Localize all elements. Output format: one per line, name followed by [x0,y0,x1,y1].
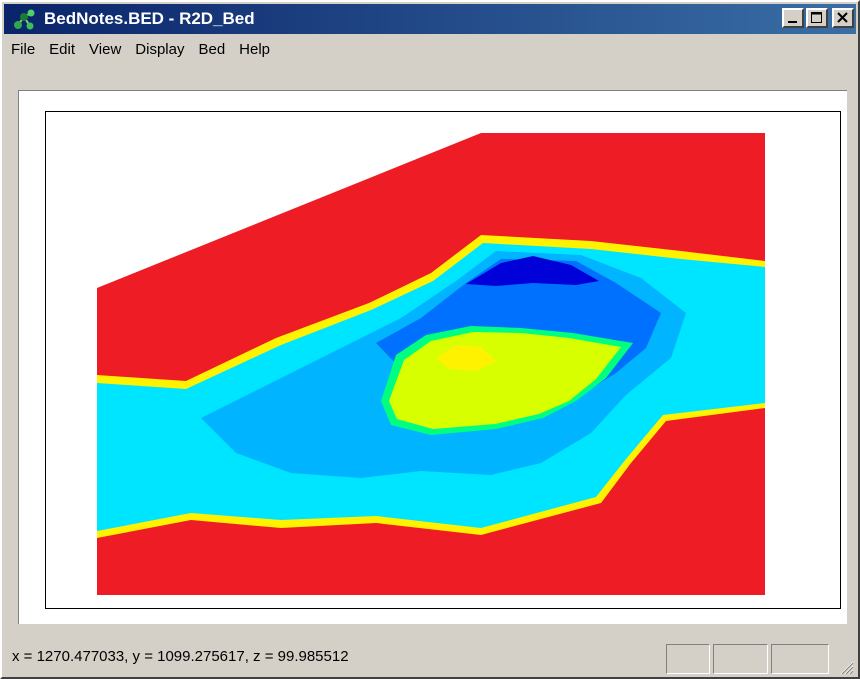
resize-grip-icon[interactable] [838,659,854,675]
minimize-icon [788,21,797,23]
menu-file[interactable]: File [11,40,36,58]
plot-frame [45,111,841,609]
window-title: BedNotes.BED - R2D_Bed [44,9,255,28]
plot-area[interactable] [18,90,847,624]
menu-help[interactable]: Help [239,40,271,58]
close-icon [837,12,848,23]
app-molecule-icon [14,9,35,30]
maximize-icon [811,12,822,23]
title-bar[interactable]: BedNotes.BED - R2D_Bed [4,4,856,34]
status-panel-1 [666,644,710,674]
close-button[interactable] [832,8,854,28]
contour-yellow-peak [436,345,496,371]
minimize-button[interactable] [782,8,804,28]
status-panel-2 [713,644,768,674]
status-panel-3 [771,644,829,674]
menu-bed[interactable]: Bed [198,40,226,58]
menu-edit[interactable]: Edit [49,40,76,58]
status-bar: x = 1270.477033, y = 1099.275617, z = 99… [4,634,856,677]
maximize-button[interactable] [806,8,828,28]
contour-dark-blue-region [466,256,599,286]
menu-view[interactable]: View [89,40,122,58]
cursor-coordinates: x = 1270.477033, y = 1099.275617, z = 99… [12,648,349,665]
bed-contour-plot[interactable] [71,133,771,603]
menu-bar: File Edit View Display Bed Help [4,36,277,62]
menu-display[interactable]: Display [135,40,185,58]
